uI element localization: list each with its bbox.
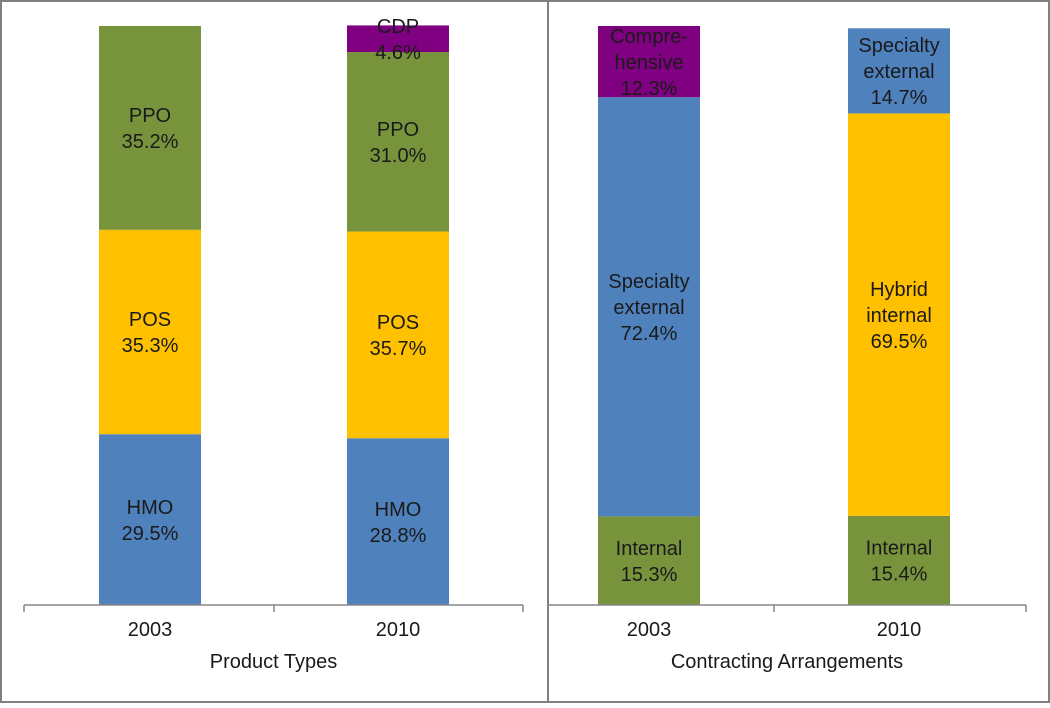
data-label-specialty-external-2010: 14.7% [871,87,928,109]
data-label-comprehensive-2003: Compre- [610,26,688,48]
data-label-comprehensive-2003: hensive [615,52,684,74]
data-label-pos-2003: POS [129,309,171,331]
data-label-pos-2010: POS [377,312,419,334]
chart-panel-2: Internal 15.3% Specialty external 72.4% Compr… [547,26,1027,673]
data-label-hybrid-internal-2010: 69.5% [871,331,928,353]
data-label-cdp-2010: 4.6% [375,42,421,64]
bar-segment-internal-2010 [848,515,950,605]
data-label-hybrid-internal-2010: Hybrid [870,279,928,301]
bar-segment-ppo-2003 [99,26,201,230]
data-label-pos-2010: 35.7% [370,338,427,360]
x-tick-label-2010: 2010 [877,619,922,641]
data-label-hmo-2003: HMO [127,497,174,519]
data-label-specialty-external-2003: Specialty [608,271,689,293]
bar-segment-hmo-2010 [347,438,449,605]
x-tick-label-2010: 2010 [376,619,421,641]
data-label-specialty-external-2010: external [863,61,934,83]
data-label-internal-2010: 15.4% [871,564,928,586]
data-label-hmo-2010: HMO [375,499,422,521]
data-label-specialty-external-2010: Specialty [858,35,939,57]
chart-panel-1: HMO 29.5% POS 35.3% PPO 35.2% 2003 HMO 28.8% POS 3… [23,16,524,673]
data-label-cdp-2010: CDP [377,16,419,38]
x-tick-label-2003: 2003 [627,619,672,641]
data-label-internal-2003: Internal [616,538,683,560]
bar-segment-pos-2003 [99,229,201,435]
x-axis-title: Contracting Arrangements [671,651,903,673]
bar-segment-hmo-2003 [99,434,201,605]
data-label-specialty-external-2003: 72.4% [621,323,678,345]
data-label-ppo-2010: PPO [377,119,419,141]
bar-segment-specialty-external-2003 [598,97,700,517]
data-label-ppo-2003: PPO [129,105,171,127]
bar-segment-hybrid-internal-2010 [848,113,950,516]
bar-segment-internal-2003 [598,516,700,605]
x-tick-label-2003: 2003 [128,619,173,641]
bar-segment-specialty-external-2010 [848,28,950,114]
bar-segment-cdp-2010 [347,25,449,53]
data-label-ppo-2003: 35.2% [122,131,179,153]
data-label-internal-2010: Internal [866,538,933,560]
bar-segment-pos-2010 [347,231,449,439]
data-label-ppo-2010: 31.0% [370,145,427,167]
bar-segment-ppo-2010 [347,52,449,232]
data-label-hmo-2010: 28.8% [370,525,427,547]
data-label-internal-2003: 15.3% [621,564,678,586]
x-axis-title: Product Types [210,651,337,673]
data-label-comprehensive-2003: 12.3% [621,78,678,100]
data-label-hmo-2003: 29.5% [122,523,179,545]
data-label-hybrid-internal-2010: internal [866,305,932,327]
data-label-pos-2003: 35.3% [122,335,179,357]
bar-segment-comprehensive-2003 [598,26,700,98]
data-label-specialty-external-2003: external [613,297,684,319]
